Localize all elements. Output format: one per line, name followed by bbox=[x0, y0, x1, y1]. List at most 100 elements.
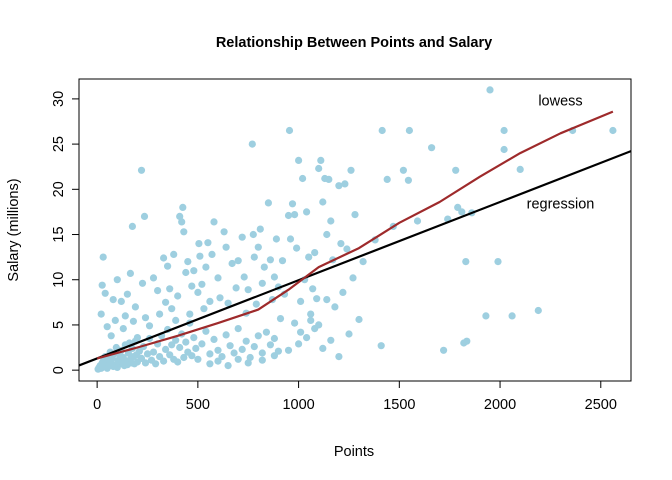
data-point bbox=[284, 211, 293, 220]
data-point bbox=[188, 352, 196, 360]
data-point bbox=[210, 218, 218, 226]
data-point bbox=[176, 212, 184, 220]
data-point bbox=[378, 126, 386, 135]
data-point bbox=[413, 217, 422, 225]
data-point bbox=[166, 285, 174, 293]
data-point bbox=[149, 348, 158, 356]
data-point bbox=[244, 286, 252, 294]
data-point bbox=[428, 144, 436, 152]
data-point bbox=[244, 359, 252, 367]
data-point bbox=[172, 336, 180, 344]
data-point bbox=[252, 300, 260, 308]
data-point bbox=[202, 263, 210, 271]
data-point bbox=[272, 235, 280, 243]
fit-lines bbox=[79, 110, 631, 367]
data-point bbox=[335, 182, 343, 190]
data-point bbox=[266, 341, 274, 349]
data-point bbox=[220, 228, 228, 236]
data-point bbox=[305, 253, 313, 261]
data-point bbox=[126, 269, 134, 277]
data-point bbox=[129, 317, 137, 325]
y-tick-label: 25 bbox=[51, 136, 67, 152]
x-tick-label: 1000 bbox=[282, 397, 314, 413]
data-point bbox=[154, 287, 162, 295]
data-point bbox=[264, 199, 272, 207]
data-point bbox=[210, 335, 218, 343]
data-point bbox=[248, 140, 256, 148]
data-point bbox=[399, 166, 407, 174]
data-point bbox=[242, 337, 250, 345]
data-point bbox=[107, 332, 115, 340]
data-point bbox=[383, 175, 391, 183]
data-point bbox=[202, 327, 210, 335]
data-point bbox=[206, 350, 214, 358]
data-point bbox=[224, 299, 232, 307]
data-point bbox=[208, 250, 216, 258]
data-point bbox=[377, 342, 385, 350]
annotations: lowess regression bbox=[527, 94, 595, 213]
y-tick-label: 15 bbox=[51, 226, 67, 242]
data-point bbox=[534, 306, 542, 315]
annotation-lowess: lowess bbox=[538, 94, 582, 110]
data-point bbox=[276, 315, 285, 323]
data-point bbox=[359, 258, 367, 266]
data-point bbox=[319, 198, 327, 206]
data-point bbox=[345, 330, 353, 338]
data-point bbox=[463, 337, 471, 345]
data-point bbox=[198, 280, 206, 288]
data-point bbox=[206, 297, 214, 305]
data-point bbox=[482, 312, 490, 320]
data-point bbox=[609, 126, 617, 135]
data-point bbox=[232, 284, 240, 292]
data-point bbox=[462, 258, 470, 266]
data-point bbox=[160, 357, 168, 365]
data-point bbox=[214, 346, 222, 354]
data-point bbox=[180, 228, 188, 236]
data-point bbox=[137, 166, 146, 174]
data-point bbox=[140, 212, 149, 220]
data-point bbox=[226, 342, 234, 350]
annotation-regression: regression bbox=[527, 197, 595, 213]
data-point bbox=[297, 297, 305, 305]
x-tick-label: 0 bbox=[93, 397, 101, 413]
data-point bbox=[315, 321, 323, 329]
data-point bbox=[109, 296, 117, 304]
data-point bbox=[214, 357, 222, 365]
data-point bbox=[228, 259, 236, 268]
data-point bbox=[121, 312, 129, 320]
data-point bbox=[230, 349, 238, 357]
y-tick-label: 30 bbox=[51, 91, 67, 107]
data-point bbox=[315, 164, 323, 173]
data-point bbox=[307, 310, 315, 318]
data-point bbox=[343, 245, 351, 253]
data-point bbox=[186, 310, 194, 318]
data-point bbox=[291, 319, 299, 327]
data-point bbox=[172, 316, 180, 324]
data-point bbox=[256, 225, 264, 233]
data-point bbox=[111, 316, 119, 324]
data-point bbox=[164, 262, 172, 270]
data-point bbox=[131, 303, 139, 311]
data-point bbox=[313, 295, 321, 303]
data-point bbox=[195, 240, 203, 248]
data-point bbox=[149, 274, 158, 282]
y-tick-label: 10 bbox=[51, 272, 67, 288]
data-point bbox=[234, 355, 242, 363]
data-point bbox=[278, 257, 287, 265]
data-point bbox=[295, 340, 303, 348]
data-point bbox=[486, 86, 494, 94]
data-point bbox=[170, 250, 178, 258]
data-point bbox=[311, 249, 319, 257]
data-point bbox=[238, 233, 246, 241]
data-point bbox=[270, 334, 278, 343]
data-point bbox=[206, 360, 214, 368]
data-point bbox=[188, 282, 196, 290]
data-point bbox=[128, 222, 136, 230]
data-point bbox=[319, 344, 327, 352]
data-point bbox=[180, 353, 188, 362]
data-point bbox=[323, 296, 331, 304]
chart-title: Relationship Between Points and Salary bbox=[216, 35, 492, 51]
data-point bbox=[327, 336, 335, 344]
data-point bbox=[194, 355, 202, 363]
data-point bbox=[238, 345, 246, 353]
